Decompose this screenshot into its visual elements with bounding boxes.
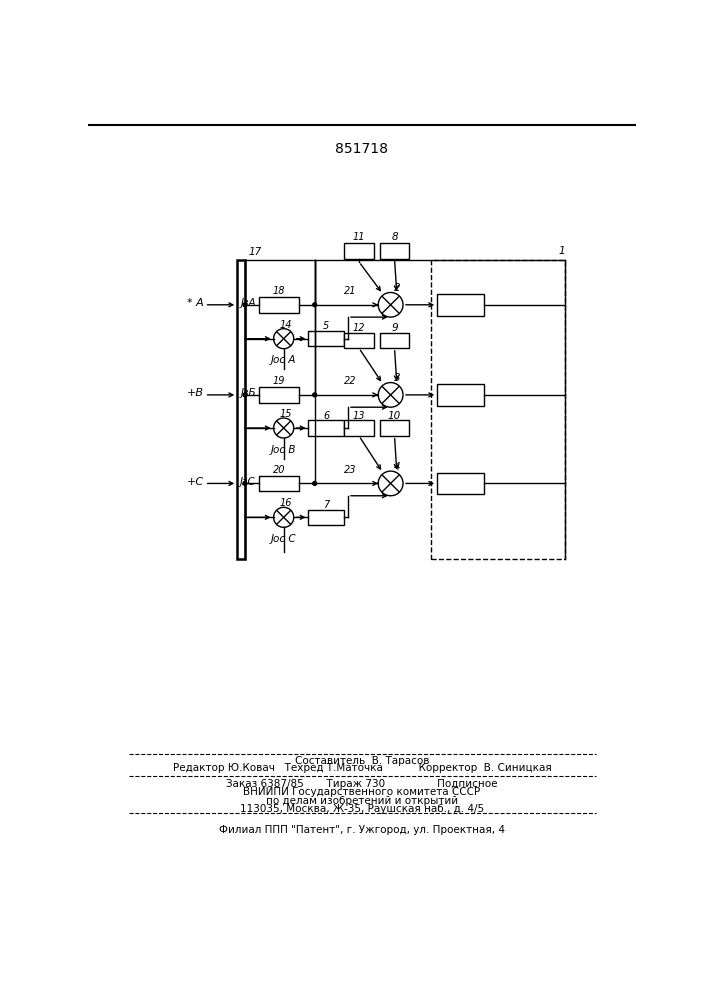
FancyBboxPatch shape <box>308 510 344 525</box>
Text: +B: +B <box>187 388 204 398</box>
Text: 16: 16 <box>280 498 292 508</box>
Text: 9: 9 <box>391 323 398 333</box>
Circle shape <box>243 482 247 485</box>
Text: 23: 23 <box>344 465 356 475</box>
FancyBboxPatch shape <box>380 243 409 259</box>
Text: 17: 17 <box>249 247 262 257</box>
FancyBboxPatch shape <box>237 260 245 559</box>
Text: 21: 21 <box>344 286 356 296</box>
Text: ВНИИПИ Государственного комитета СССР: ВНИИПИ Государственного комитета СССР <box>243 787 481 797</box>
Text: 4: 4 <box>394 462 400 472</box>
Text: * A: * A <box>187 298 204 308</box>
Text: 15: 15 <box>280 409 292 419</box>
Text: Jос B: Jос B <box>271 445 296 455</box>
FancyBboxPatch shape <box>344 420 373 436</box>
Text: 11: 11 <box>353 232 365 242</box>
Text: 12: 12 <box>353 323 365 333</box>
Text: 7: 7 <box>323 500 329 510</box>
Text: JзБ: JзБ <box>240 388 256 398</box>
FancyBboxPatch shape <box>308 420 344 436</box>
Text: Редактор Ю.Ковач   Техред Т.Маточка           Корректор  В. Синицкая: Редактор Ю.Ковач Техред Т.Маточка Коррек… <box>173 763 551 773</box>
Text: Jос C: Jос C <box>271 534 296 544</box>
Circle shape <box>243 303 247 307</box>
FancyBboxPatch shape <box>308 331 344 346</box>
FancyBboxPatch shape <box>259 297 299 312</box>
FancyBboxPatch shape <box>437 384 484 406</box>
Circle shape <box>312 393 317 397</box>
Text: 3: 3 <box>394 373 400 383</box>
Text: Jос A: Jос A <box>271 355 296 365</box>
FancyBboxPatch shape <box>437 473 484 494</box>
Text: JзС: JзС <box>240 477 256 487</box>
Text: Заказ 6387/85       Тираж 730                Подписное: Заказ 6387/85 Тираж 730 Подписное <box>226 779 498 789</box>
Text: Филиал ППП "Патент", г. Ужгород, ул. Проектная, 4: Филиал ППП "Патент", г. Ужгород, ул. Про… <box>219 825 505 835</box>
Text: 22: 22 <box>344 376 356 386</box>
Text: +C: +C <box>187 477 204 487</box>
FancyBboxPatch shape <box>380 333 409 348</box>
Text: 851718: 851718 <box>335 142 388 156</box>
Text: 2: 2 <box>394 283 400 293</box>
Text: по делам изобретений и открытий: по делам изобретений и открытий <box>266 796 458 806</box>
Text: Составитель  В. Тарасов: Составитель В. Тарасов <box>295 756 429 766</box>
Text: 18: 18 <box>273 286 286 296</box>
Text: 10: 10 <box>388 411 401 421</box>
Circle shape <box>312 303 317 307</box>
FancyBboxPatch shape <box>259 387 299 403</box>
Text: 13: 13 <box>353 411 365 421</box>
Text: 14: 14 <box>280 320 292 330</box>
Circle shape <box>243 393 247 397</box>
FancyBboxPatch shape <box>344 243 373 259</box>
Text: 20: 20 <box>273 465 286 475</box>
Text: 6: 6 <box>323 411 329 421</box>
Text: 19: 19 <box>273 376 286 386</box>
FancyBboxPatch shape <box>437 294 484 316</box>
Text: 1: 1 <box>559 246 565 256</box>
FancyBboxPatch shape <box>259 476 299 491</box>
Text: 5: 5 <box>323 321 329 331</box>
Text: 8: 8 <box>391 232 398 242</box>
FancyBboxPatch shape <box>344 333 373 348</box>
Circle shape <box>312 482 317 485</box>
Text: 113035, Москва, Ж-35, Раушская наб., д. 4/5: 113035, Москва, Ж-35, Раушская наб., д. … <box>240 804 484 814</box>
FancyBboxPatch shape <box>380 420 409 436</box>
Text: JзА: JзА <box>240 298 256 308</box>
